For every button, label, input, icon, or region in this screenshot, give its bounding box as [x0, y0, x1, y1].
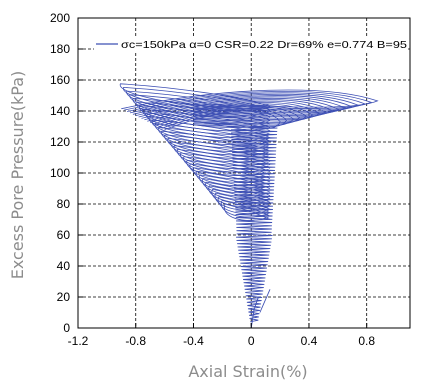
series-loop-right	[129, 93, 359, 114]
series-loop-left	[170, 141, 271, 163]
series-loop-left	[183, 156, 271, 176]
x-tick-label: 0.8	[358, 334, 375, 348]
series-loop-left	[167, 137, 271, 159]
legend-label: σc=150kPa α=0 CSR=0.22 Dr=69% e=0.774 B=…	[121, 39, 407, 51]
series-loop-left	[161, 130, 271, 152]
x-tick-label: 0	[248, 334, 255, 348]
x-tick-label: -1.2	[68, 334, 89, 348]
y-tick-label: 120	[50, 135, 70, 149]
data-layer	[119, 83, 379, 329]
x-tick-label: 0.4	[301, 334, 318, 348]
y-tick-label: 100	[50, 166, 70, 180]
x-tick-label: -0.4	[183, 334, 204, 348]
series-loop-left	[154, 123, 271, 146]
series-loop-right	[127, 92, 366, 112]
series-loop-right	[121, 89, 379, 110]
series-loop-left	[220, 199, 271, 218]
y-tick-label: 20	[57, 290, 71, 304]
legend: σc=150kPa α=0 CSR=0.22 Dr=69% e=0.774 B=…	[94, 36, 408, 52]
series-loop-left	[164, 134, 271, 156]
x-tick-label: -0.8	[125, 334, 146, 348]
y-tick-label: 140	[50, 104, 70, 118]
y-tick-label: 0	[63, 321, 70, 335]
series-loop-left	[205, 181, 271, 201]
y-tick-label: 80	[57, 197, 71, 211]
y-axis-title: Excess Pore Pressure(kPa)	[8, 71, 27, 280]
series-loop-left	[202, 178, 271, 197]
series-loop-left	[173, 145, 271, 166]
series-loop-left	[177, 148, 271, 170]
series-loop-left	[208, 185, 271, 204]
y-tick-label: 180	[50, 42, 70, 56]
y-tick-label: 60	[57, 228, 71, 242]
legend-background	[94, 36, 408, 52]
series-tail	[250, 289, 271, 329]
series-loop-left	[158, 127, 271, 149]
series-loop-left	[211, 188, 271, 208]
series-loop-left	[214, 192, 271, 211]
ticks: -1.2 -0.8 -0.4 0 0.4 0.8 0 20 40 60 80 100 120 140 160…	[50, 11, 375, 348]
y-tick-label: 40	[57, 259, 71, 273]
series-loop-left	[217, 196, 271, 214]
series-core	[230, 126, 278, 323]
x-axis-title: Axial Strain(%)	[188, 362, 307, 381]
series-loop-left	[180, 152, 271, 173]
y-tick-label: 200	[50, 11, 70, 25]
series-loop-right	[124, 91, 373, 111]
y-tick-label: 160	[50, 73, 70, 87]
